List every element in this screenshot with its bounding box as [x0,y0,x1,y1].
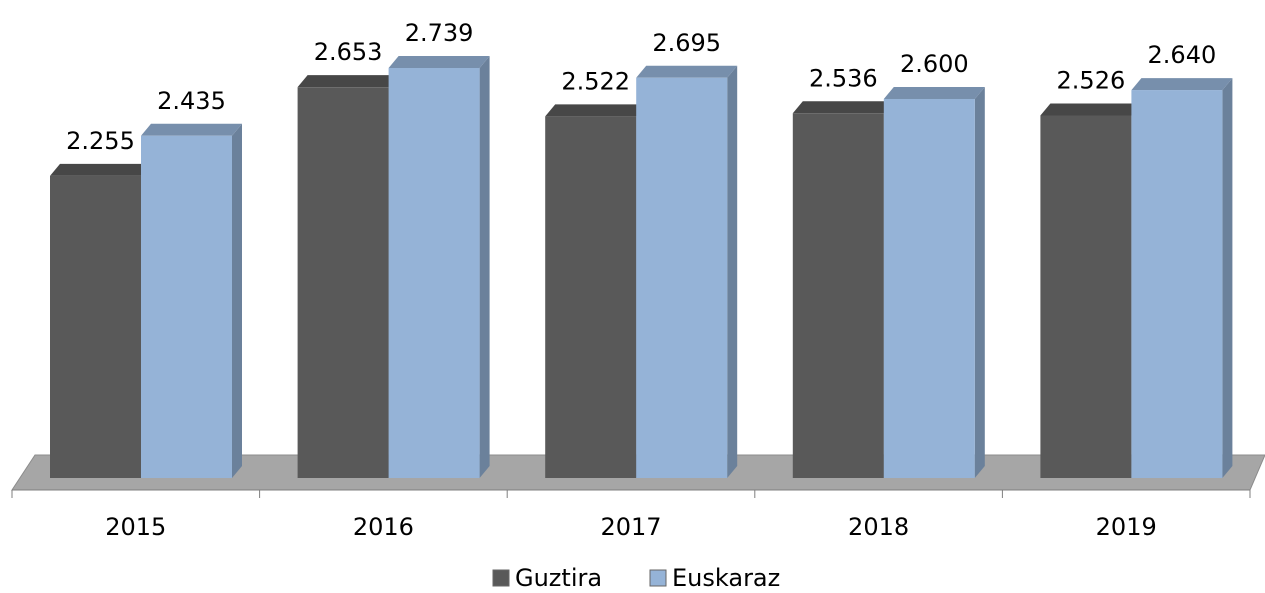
bar [388,67,480,478]
legend-swatch [649,569,667,587]
bar-top [388,55,490,68]
bar-side [479,55,490,479]
bar-top [141,123,242,136]
data-label: 2.522 [561,67,630,95]
x-tick-label: 2015 [105,513,166,541]
data-label: 2.640 [1148,41,1217,69]
data-label: 2.653 [314,38,383,66]
bar [141,135,232,478]
bar-side [232,123,242,478]
bar [50,175,141,478]
legend-label: Guztira [515,564,602,592]
bar-top [50,163,151,176]
bar [1131,90,1223,478]
bar-top [792,101,894,114]
bar-top [883,86,985,99]
bar-top [297,75,399,88]
data-label: 2.526 [1057,66,1126,94]
bar [545,116,637,479]
bar-top [636,65,738,78]
data-label: 2.435 [157,87,226,115]
bar-side [974,86,985,478]
bar-side [727,65,738,478]
bar-side [1222,78,1233,478]
legend-swatch [492,569,510,587]
data-label: 2.536 [809,64,878,92]
x-tick-label: 2016 [353,513,414,541]
data-label: 2.255 [66,127,135,155]
bar [297,87,389,478]
x-tick-label: 2019 [1096,513,1157,541]
data-label: 2.600 [900,50,969,78]
bar-top [1131,78,1233,91]
data-label: 2.739 [405,19,474,47]
data-label: 2.695 [652,29,721,57]
legend-label: Euskaraz [672,564,780,592]
x-tick-label: 2017 [600,513,661,541]
bar-top [1040,103,1142,116]
bar [792,113,884,478]
bar-top [545,104,647,117]
bar [636,77,728,478]
x-tick-label: 2018 [848,513,909,541]
bar [1040,115,1132,478]
bar [883,98,975,478]
